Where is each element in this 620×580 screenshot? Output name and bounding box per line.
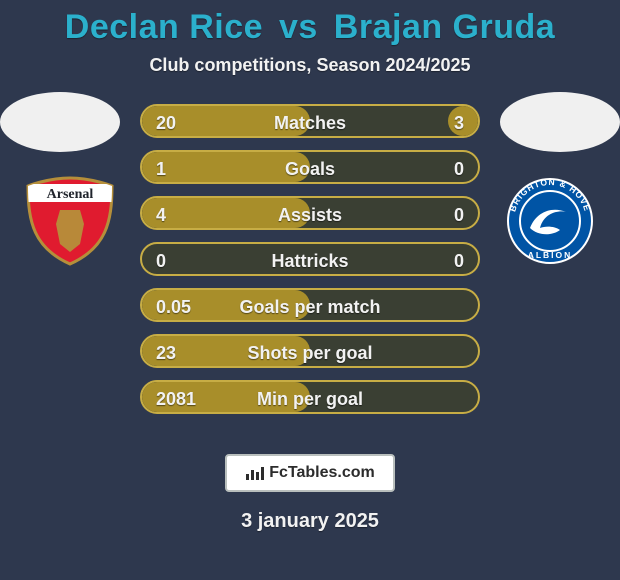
player2-portrait-placeholder (500, 92, 620, 152)
comparison-arena: Arsenal BRIGHTON & HOVE ALBION 20Matches… (0, 104, 620, 434)
player1-club-crest: Arsenal (20, 176, 120, 266)
vs-separator: vs (279, 8, 318, 46)
stat-row: 0.05Goals per match (140, 288, 480, 322)
stat-label: Hattricks (142, 244, 478, 276)
stat-label: Matches (142, 106, 478, 138)
stat-label: Shots per goal (142, 336, 478, 368)
player1-name: Declan Rice (65, 8, 263, 46)
chart-bars-icon (245, 465, 265, 481)
player1-portrait-placeholder (0, 92, 120, 152)
svg-text:ALBION: ALBION (528, 250, 573, 260)
stat-value-right: 0 (454, 152, 464, 184)
player2-club-crest: BRIGHTON & HOVE ALBION (500, 176, 600, 266)
stat-value-right: 0 (454, 244, 464, 276)
svg-text:Arsenal: Arsenal (47, 187, 94, 202)
stat-value-right: 3 (454, 106, 464, 138)
site-logo: FcTables.com (225, 454, 395, 492)
stat-row: 1Goals0 (140, 150, 480, 184)
comparison-card: Declan Rice vs Brajan Gruda Club competi… (0, 0, 620, 580)
page-title: Declan Rice vs Brajan Gruda (0, 8, 620, 47)
stat-value-right: 0 (454, 198, 464, 230)
subtitle: Club competitions, Season 2024/2025 (0, 55, 620, 76)
player2-name: Brajan Gruda (334, 8, 555, 46)
stat-row: 0Hattricks0 (140, 242, 480, 276)
stat-label: Goals (142, 152, 478, 184)
stat-row: 4Assists0 (140, 196, 480, 230)
stat-label: Assists (142, 198, 478, 230)
stat-row: 20Matches3 (140, 104, 480, 138)
site-name: FcTables.com (269, 464, 375, 482)
brighton-crest-icon: BRIGHTON & HOVE ALBION (500, 176, 600, 266)
stat-row: 2081Min per goal (140, 380, 480, 414)
stat-rows: 20Matches31Goals04Assists00Hattricks00.0… (140, 104, 480, 426)
stat-label: Min per goal (142, 382, 478, 414)
stat-label: Goals per match (142, 290, 478, 322)
arsenal-crest-icon: Arsenal (20, 176, 120, 266)
generated-date: 3 january 2025 (0, 510, 620, 533)
stat-row: 23Shots per goal (140, 334, 480, 368)
